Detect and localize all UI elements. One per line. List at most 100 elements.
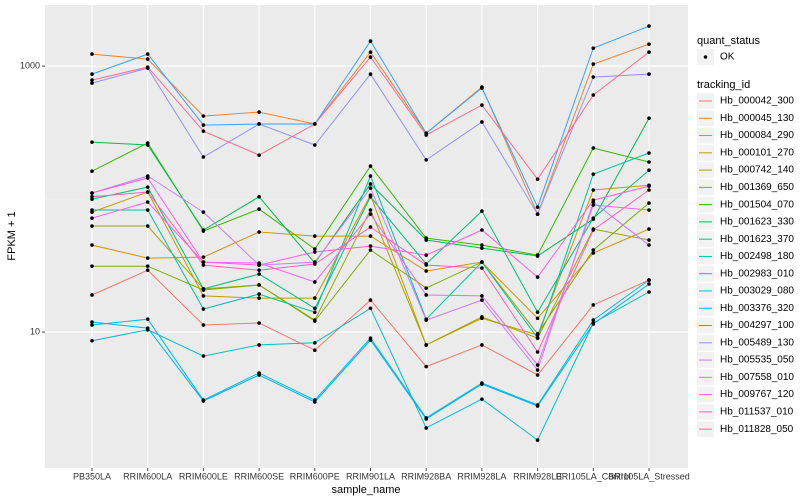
data-point <box>313 262 317 266</box>
data-point <box>90 208 94 212</box>
x-tick-label: RRIM928LA <box>457 471 506 481</box>
data-point <box>535 373 540 377</box>
data-point <box>257 110 261 114</box>
data-point <box>647 188 651 192</box>
data-point <box>368 298 373 302</box>
legend-shape <box>703 55 708 59</box>
x-tick-label: RRIM600LA <box>123 471 172 481</box>
data-point <box>591 318 596 322</box>
data-point <box>145 52 150 56</box>
data-point <box>90 224 94 228</box>
data-point <box>201 263 206 267</box>
legend-label: Hb_000045_130 <box>720 113 794 124</box>
data-point <box>535 363 540 367</box>
data-point <box>90 72 94 76</box>
legend-label: Hb_003376_320 <box>720 303 794 314</box>
data-point <box>480 266 484 270</box>
data-point <box>535 404 540 408</box>
data-point <box>480 246 484 250</box>
legend-label: Hb_001623_330 <box>720 217 794 228</box>
data-point <box>368 164 373 168</box>
data-point <box>480 228 484 232</box>
data-point <box>145 200 150 204</box>
legend-label: Hb_003029_080 <box>720 286 794 297</box>
data-point <box>424 253 429 257</box>
data-point <box>480 209 484 213</box>
data-point <box>535 350 540 354</box>
data-point <box>647 278 651 282</box>
data-point <box>257 230 261 234</box>
data-point <box>535 212 540 216</box>
data-point <box>480 243 484 247</box>
legend-label: Hb_002983_010 <box>720 268 794 279</box>
legend-title: tracking_id <box>697 79 750 91</box>
data-point <box>257 268 261 272</box>
data-point <box>591 46 596 50</box>
data-point <box>90 169 94 174</box>
data-point <box>257 207 261 211</box>
data-point <box>591 93 596 97</box>
data-point <box>424 263 429 267</box>
data-point <box>90 293 94 297</box>
data-point <box>424 364 429 369</box>
data-point <box>591 75 596 79</box>
data-point <box>480 315 484 319</box>
data-point <box>368 306 373 311</box>
data-point <box>368 225 373 229</box>
legend-label: Hb_005489_130 <box>720 337 794 348</box>
legend-label: Hb_000101_270 <box>720 147 794 158</box>
data-point <box>647 227 651 231</box>
data-point <box>313 143 317 147</box>
data-point <box>90 81 94 85</box>
y-tick-label: 10 <box>30 326 40 336</box>
legend-label: OK <box>720 52 735 63</box>
data-point <box>647 168 651 172</box>
data-point <box>647 184 651 188</box>
y-tick-label: 1000 <box>20 60 40 70</box>
data-point <box>591 172 596 176</box>
legend-label: Hb_011537_010 <box>720 407 794 418</box>
data-point <box>145 208 150 212</box>
data-point <box>647 282 651 286</box>
x-tick-label: RRIM928LE <box>513 471 562 481</box>
x-axis-title: sample_name <box>331 484 400 496</box>
data-point <box>480 298 484 302</box>
data-point <box>535 368 540 372</box>
data-point <box>257 263 261 267</box>
data-point <box>257 321 261 325</box>
x-tick-label: BRI105LA_Stressed <box>608 471 690 481</box>
data-point <box>90 191 94 195</box>
data-point <box>368 212 373 216</box>
data-point <box>145 65 150 69</box>
data-point <box>480 260 484 264</box>
data-point <box>257 283 261 287</box>
data-point <box>368 50 373 54</box>
data-point <box>257 153 261 157</box>
data-point <box>424 426 429 430</box>
data-point <box>535 336 540 340</box>
data-point <box>591 62 596 66</box>
x-tick-label: RRIM600LE <box>179 471 228 481</box>
data-point <box>257 343 261 347</box>
data-point <box>647 42 651 46</box>
data-point <box>368 234 373 238</box>
data-point <box>145 176 150 180</box>
data-point <box>145 326 150 330</box>
data-point <box>145 224 150 228</box>
legend-label: Hb_009767_120 <box>720 389 794 400</box>
data-point <box>535 254 540 258</box>
data-point <box>591 248 596 252</box>
data-point <box>480 120 484 124</box>
data-point <box>368 195 373 199</box>
x-tick-label: RRIM928BA <box>401 471 451 481</box>
data-point <box>591 303 596 307</box>
data-point <box>535 438 540 442</box>
data-point <box>201 123 206 127</box>
data-point <box>535 177 540 182</box>
data-point <box>313 341 317 345</box>
data-point <box>591 203 596 207</box>
legend-label: Hb_011828_050 <box>720 424 794 435</box>
data-point <box>313 310 317 315</box>
data-point <box>535 205 540 209</box>
